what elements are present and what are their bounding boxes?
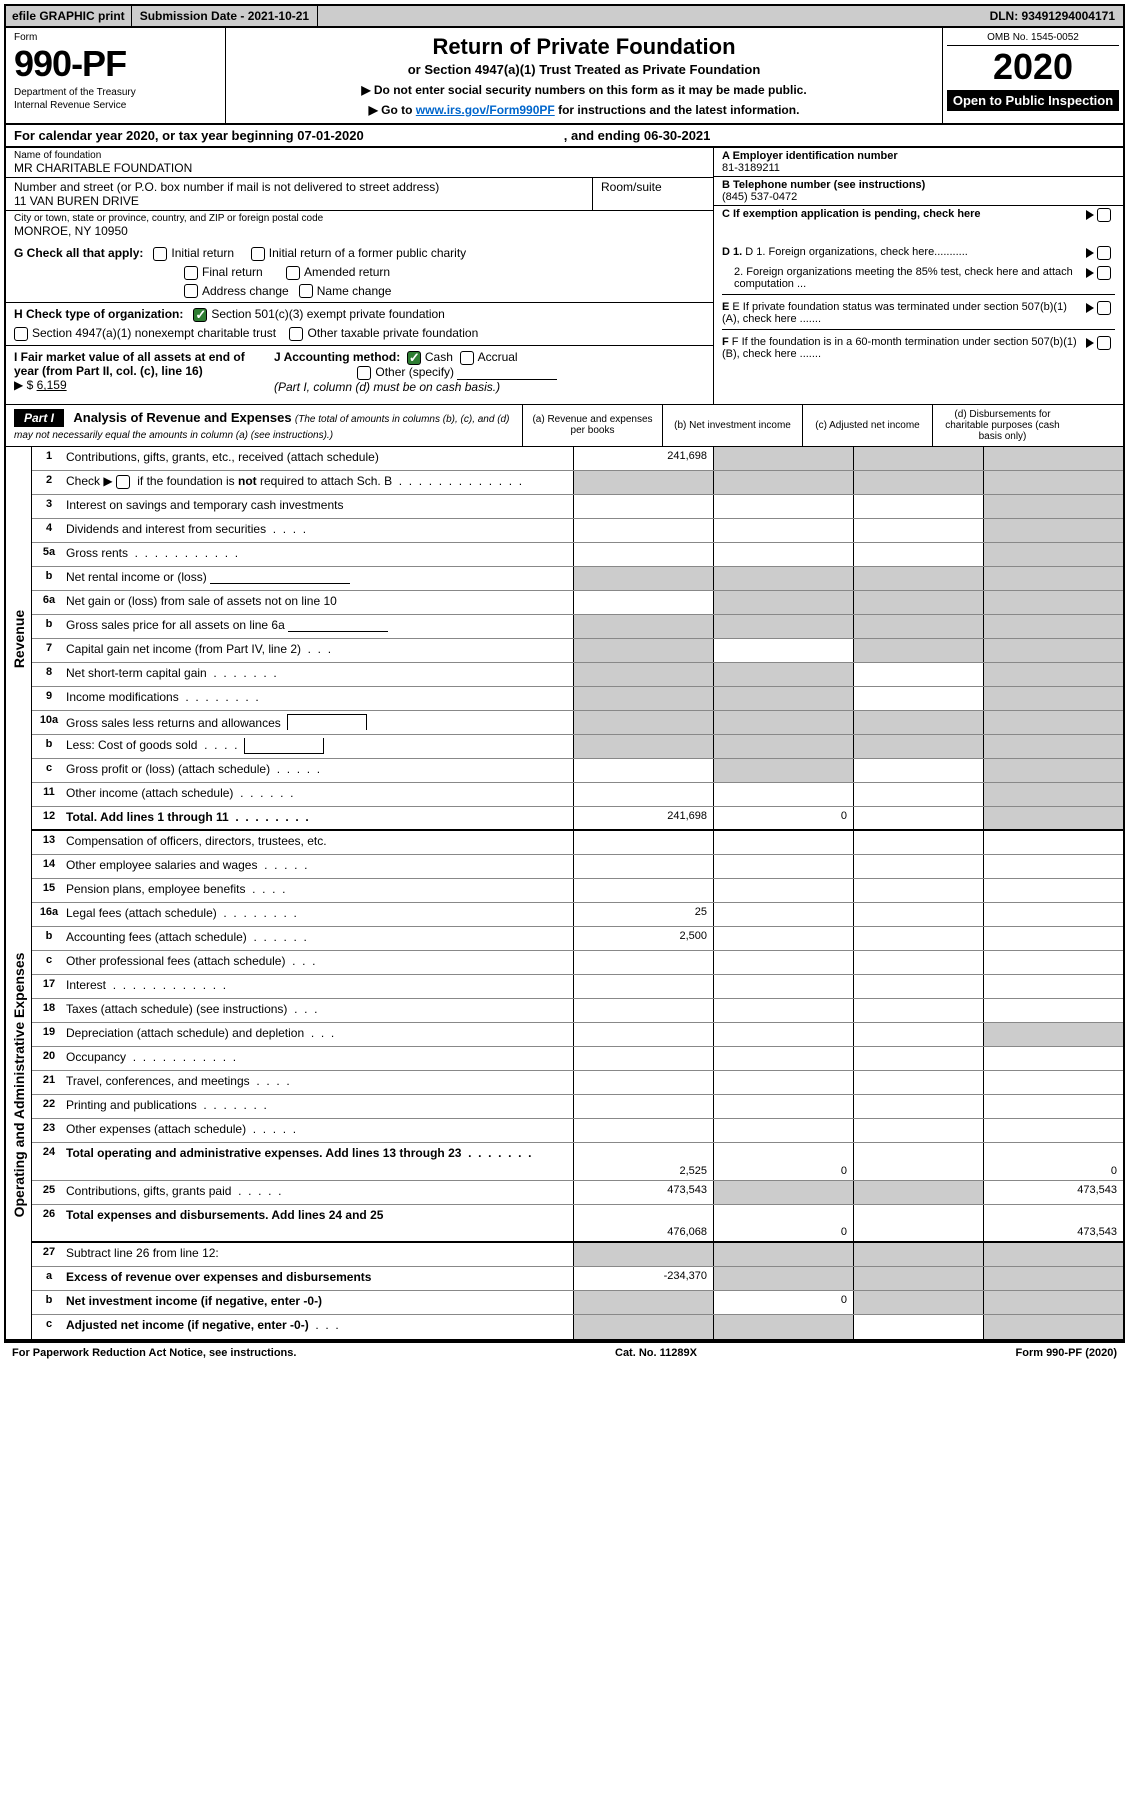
instruction-ssn: Do not enter social security numbers on … (242, 83, 926, 97)
arrow-icon (1086, 338, 1094, 348)
section-g-through-f: G Check all that apply: Initial return I… (4, 240, 1125, 405)
checkbox-d2[interactable] (1097, 266, 1111, 280)
opex-side-label: Operating and Administrative Expenses (6, 831, 32, 1339)
checkbox-name-change[interactable] (299, 284, 313, 298)
revenue-side-label: Revenue (6, 447, 32, 831)
efile-print-button[interactable]: efile GRAPHIC print (6, 6, 132, 26)
foundation-name: MR CHARITABLE FOUNDATION (14, 161, 705, 175)
dept-treasury: Department of the Treasury (14, 87, 217, 98)
arrow-icon (1086, 268, 1094, 278)
foundation-info: Name of foundation MR CHARITABLE FOUNDAT… (4, 148, 1125, 240)
col-a-header: (a) Revenue and expenses per books (522, 405, 662, 446)
checkbox-other-taxable[interactable] (289, 327, 303, 341)
part1-badge: Part I (14, 409, 64, 427)
address-label: Number and street (or P.O. box number if… (14, 180, 584, 194)
checkbox-e[interactable] (1097, 301, 1111, 315)
d2-text: 2. Foreign organizations meeting the 85%… (722, 266, 1086, 290)
phone-value: (845) 537-0472 (722, 191, 1115, 203)
f-text: F If the foundation is in a 60-month ter… (722, 336, 1077, 360)
phone-label: B Telephone number (see instructions) (722, 179, 1115, 191)
part1-title: Analysis of Revenue and Expenses (73, 410, 291, 425)
ein-label: A Employer identification number (722, 150, 1115, 162)
checkbox-initial-former[interactable] (251, 247, 265, 261)
section-c-label: C If exemption application is pending, c… (722, 208, 981, 222)
checkbox-cash[interactable] (407, 351, 421, 365)
form-header: Form 990-PF Department of the Treasury I… (4, 28, 1125, 125)
form-number: 990-PF (14, 43, 217, 85)
checkbox-accrual[interactable] (460, 351, 474, 365)
g-label: G Check all that apply: (14, 246, 143, 260)
foundation-address: 11 VAN BUREN DRIVE (14, 194, 584, 208)
top-bar: efile GRAPHIC print Submission Date - 20… (4, 4, 1125, 28)
footer-form: Form 990-PF (2020) (1016, 1347, 1118, 1359)
footer-catno: Cat. No. 11289X (615, 1347, 697, 1359)
arrow-icon (1086, 248, 1094, 258)
public-inspection-badge: Open to Public Inspection (947, 90, 1119, 111)
city-label: City or town, state or province, country… (14, 213, 705, 224)
j-label: J Accounting method: (274, 350, 400, 364)
i-label: I Fair market value of all assets at end… (14, 350, 245, 378)
footer-paperwork: For Paperwork Reduction Act Notice, see … (12, 1347, 296, 1359)
checkbox-amended[interactable] (286, 266, 300, 280)
checkbox-final[interactable] (184, 266, 198, 280)
submission-date: Submission Date - 2021-10-21 (132, 6, 318, 26)
omb-number: OMB No. 1545-0052 (947, 32, 1119, 46)
checkbox-f[interactable] (1097, 336, 1111, 350)
checkbox-sch-b[interactable] (116, 475, 130, 489)
cal-year-end: , and ending 06-30-2021 (564, 128, 711, 143)
part1-table: Part I Analysis of Revenue and Expenses … (4, 405, 1125, 1341)
arrow-icon (1086, 303, 1094, 313)
dln: DLN: 93491294004171 (982, 6, 1123, 26)
cal-year-begin: For calendar year 2020, or tax year begi… (14, 128, 364, 143)
checkbox-addr-change[interactable] (184, 284, 198, 298)
dept-irs: Internal Revenue Service (14, 100, 217, 111)
checkbox-4947[interactable] (14, 327, 28, 341)
j-note: (Part I, column (d) must be on cash basi… (274, 380, 500, 394)
checkbox-501c3[interactable] (193, 308, 207, 322)
room-label: Room/suite (601, 180, 705, 194)
col-c-header: (c) Adjusted net income (802, 405, 932, 446)
fmv-value: 6,159 (37, 378, 67, 392)
checkbox-c[interactable] (1097, 208, 1111, 222)
arrow-icon (1086, 210, 1094, 220)
form-subtitle: or Section 4947(a)(1) Trust Treated as P… (242, 62, 926, 77)
page-footer: For Paperwork Reduction Act Notice, see … (4, 1341, 1125, 1363)
checkbox-other-method[interactable] (357, 366, 371, 380)
h-label: H Check type of organization: (14, 307, 183, 321)
form-label: Form (14, 32, 217, 43)
form-title: Return of Private Foundation (242, 34, 926, 60)
instruction-goto: Go to www.irs.gov/Form990PF for instruct… (242, 103, 926, 117)
col-b-header: (b) Net investment income (662, 405, 802, 446)
d1-text: D 1. Foreign organizations, check here..… (745, 246, 968, 258)
ein-value: 81-3189211 (722, 162, 1115, 174)
name-label: Name of foundation (14, 150, 705, 161)
foundation-city: MONROE, NY 10950 (14, 224, 705, 238)
calendar-year-row: For calendar year 2020, or tax year begi… (4, 125, 1125, 148)
tax-year: 2020 (947, 46, 1119, 88)
checkbox-d1[interactable] (1097, 246, 1111, 260)
form-link[interactable]: www.irs.gov/Form990PF (416, 103, 555, 117)
col-d-header: (d) Disbursements for charitable purpose… (932, 405, 1072, 446)
e-text: E If private foundation status was termi… (722, 301, 1067, 325)
checkbox-initial[interactable] (153, 247, 167, 261)
